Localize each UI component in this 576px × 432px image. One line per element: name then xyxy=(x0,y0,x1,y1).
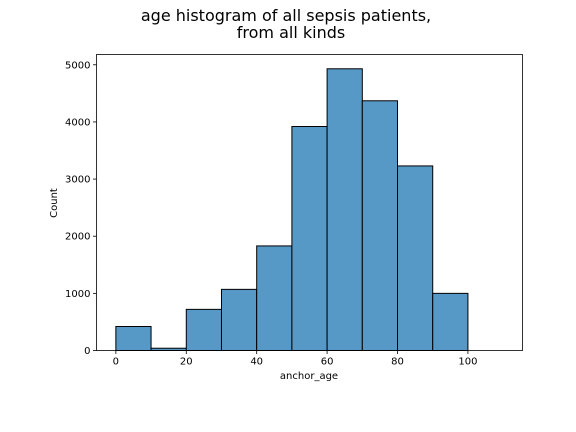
x-tick-label: 60 xyxy=(321,357,334,368)
bar-80-90 xyxy=(397,165,434,351)
y-tick-label: 5000 xyxy=(65,60,90,71)
y-tick-label: 1000 xyxy=(65,289,90,300)
x-tick-label: 0 xyxy=(113,357,119,368)
bar-0-10 xyxy=(115,326,152,351)
y-tick-label: 3000 xyxy=(65,175,90,186)
y-axis-label: Count xyxy=(49,188,60,218)
chart-title-line-2: from all kinds xyxy=(237,23,345,42)
bar-90-100 xyxy=(432,292,469,352)
x-tick-label: 100 xyxy=(458,357,477,368)
x-axis-label: anchor_age xyxy=(280,371,338,382)
y-tick-label: 4000 xyxy=(65,117,90,128)
y-axis-ticks: 0 1000 2000 3000 4000 5000 xyxy=(65,60,97,357)
bar-20-30 xyxy=(185,308,222,352)
x-tick-label: 40 xyxy=(250,357,263,368)
x-axis-ticks: 0 20 40 60 80 100 xyxy=(113,350,477,368)
x-tick-label: 20 xyxy=(180,357,193,368)
bar-30-40 xyxy=(220,288,258,352)
bar-60-70 xyxy=(326,68,363,352)
chart-title-line-1: age histogram of all sepsis patients, xyxy=(141,6,431,25)
bars-group xyxy=(115,68,469,352)
y-tick-label: 2000 xyxy=(65,232,90,243)
plot-frame xyxy=(96,54,523,351)
x-tick-label: 80 xyxy=(391,357,404,368)
bar-70-80 xyxy=(361,100,399,351)
y-tick-label: 0 xyxy=(84,346,90,357)
bar-50-60 xyxy=(291,126,328,351)
bar-40-50 xyxy=(256,245,293,351)
